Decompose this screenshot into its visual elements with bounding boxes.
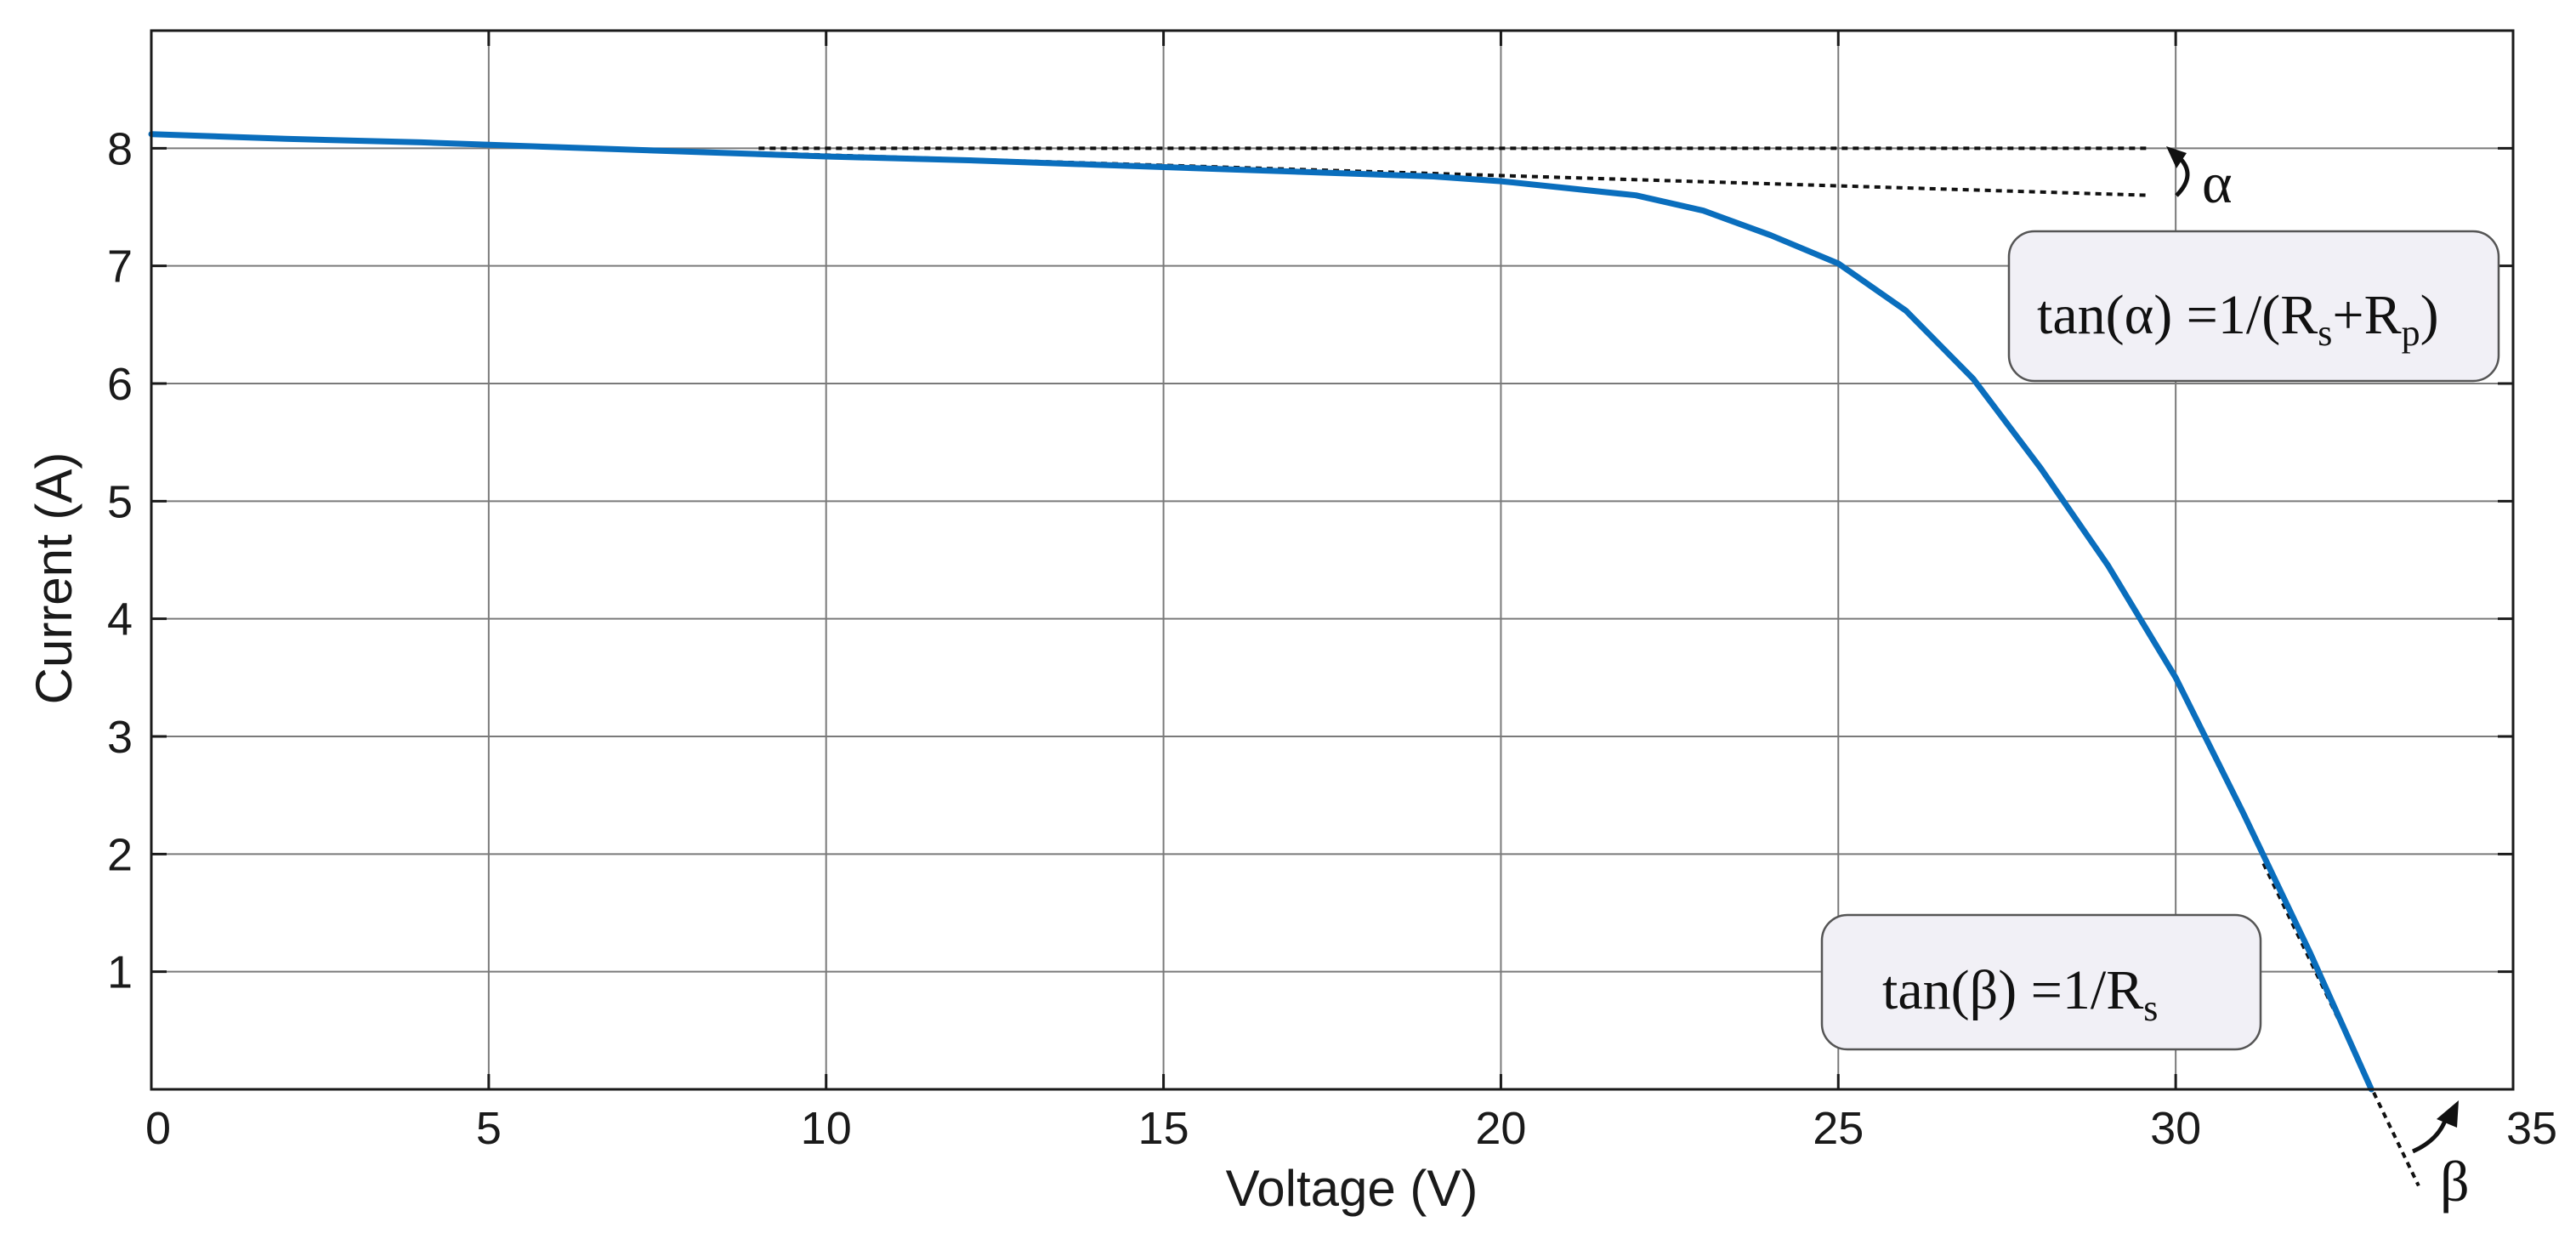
y-tick-label: 2 bbox=[107, 829, 133, 880]
x-tick-label: 0 bbox=[145, 1103, 171, 1154]
beta-formula-part: tan(β) =1/R bbox=[1882, 959, 2143, 1021]
x-tick-label: 20 bbox=[1475, 1103, 1526, 1154]
beta-arrowhead bbox=[2437, 1100, 2459, 1128]
alpha-formula-part: tan(α) =1/(R bbox=[2037, 284, 2318, 346]
y-tick-label: 4 bbox=[107, 594, 133, 645]
x-axis-title: Voltage (V) bbox=[1226, 1160, 1478, 1217]
iv-curve-line bbox=[148, 131, 2375, 1093]
alpha-formula-sub-p: p bbox=[2402, 312, 2420, 354]
alpha-formula: tan(α) =1/(Rs+Rp) bbox=[2037, 284, 2439, 354]
y-tick-label: 8 bbox=[107, 123, 133, 174]
beta-formula-sub-s: s bbox=[2143, 987, 2158, 1029]
alpha-annotation: α tan(α) =1/(Rs+Rp) bbox=[2007, 146, 2500, 383]
y-axis-title: Current (A) bbox=[26, 452, 82, 705]
y-tick-label: 7 bbox=[107, 242, 133, 293]
y-tick-label: 3 bbox=[107, 712, 133, 763]
y-tick-label: 6 bbox=[107, 359, 133, 410]
x-tick-label: 30 bbox=[2150, 1103, 2201, 1154]
x-tick-label: 35 bbox=[2506, 1103, 2557, 1154]
alpha-formula-part: ) bbox=[2420, 284, 2439, 346]
alpha-formula-part: +R bbox=[2332, 284, 2401, 346]
beta-annotation: tan(β) =1/Rs β bbox=[1820, 913, 2470, 1213]
beta-formula: tan(β) =1/Rs bbox=[1882, 959, 2158, 1029]
x-tick-label: 25 bbox=[1813, 1103, 1864, 1154]
x-tick-label: 5 bbox=[476, 1103, 502, 1154]
plot-area-frame bbox=[150, 29, 2515, 1091]
y-tick-label: 5 bbox=[107, 476, 133, 527]
alpha-symbol: α bbox=[2202, 151, 2233, 215]
axis-ticks bbox=[150, 31, 2515, 1089]
beta-formula-box bbox=[1820, 913, 2262, 1051]
alpha-arrowhead bbox=[2166, 146, 2187, 168]
alpha-formula-sub-s: s bbox=[2318, 312, 2332, 354]
x-tick-label: 15 bbox=[1138, 1103, 1189, 1154]
beta-symbol: β bbox=[2440, 1149, 2470, 1213]
alpha-formula-box bbox=[2007, 230, 2500, 383]
y-tick-label: 1 bbox=[107, 947, 133, 998]
x-tick-label: 10 bbox=[801, 1103, 852, 1154]
tick-labels: 0 5 10 15 20 25 30 35 1 2 3 4 5 6 7 8 bbox=[107, 123, 2557, 1154]
